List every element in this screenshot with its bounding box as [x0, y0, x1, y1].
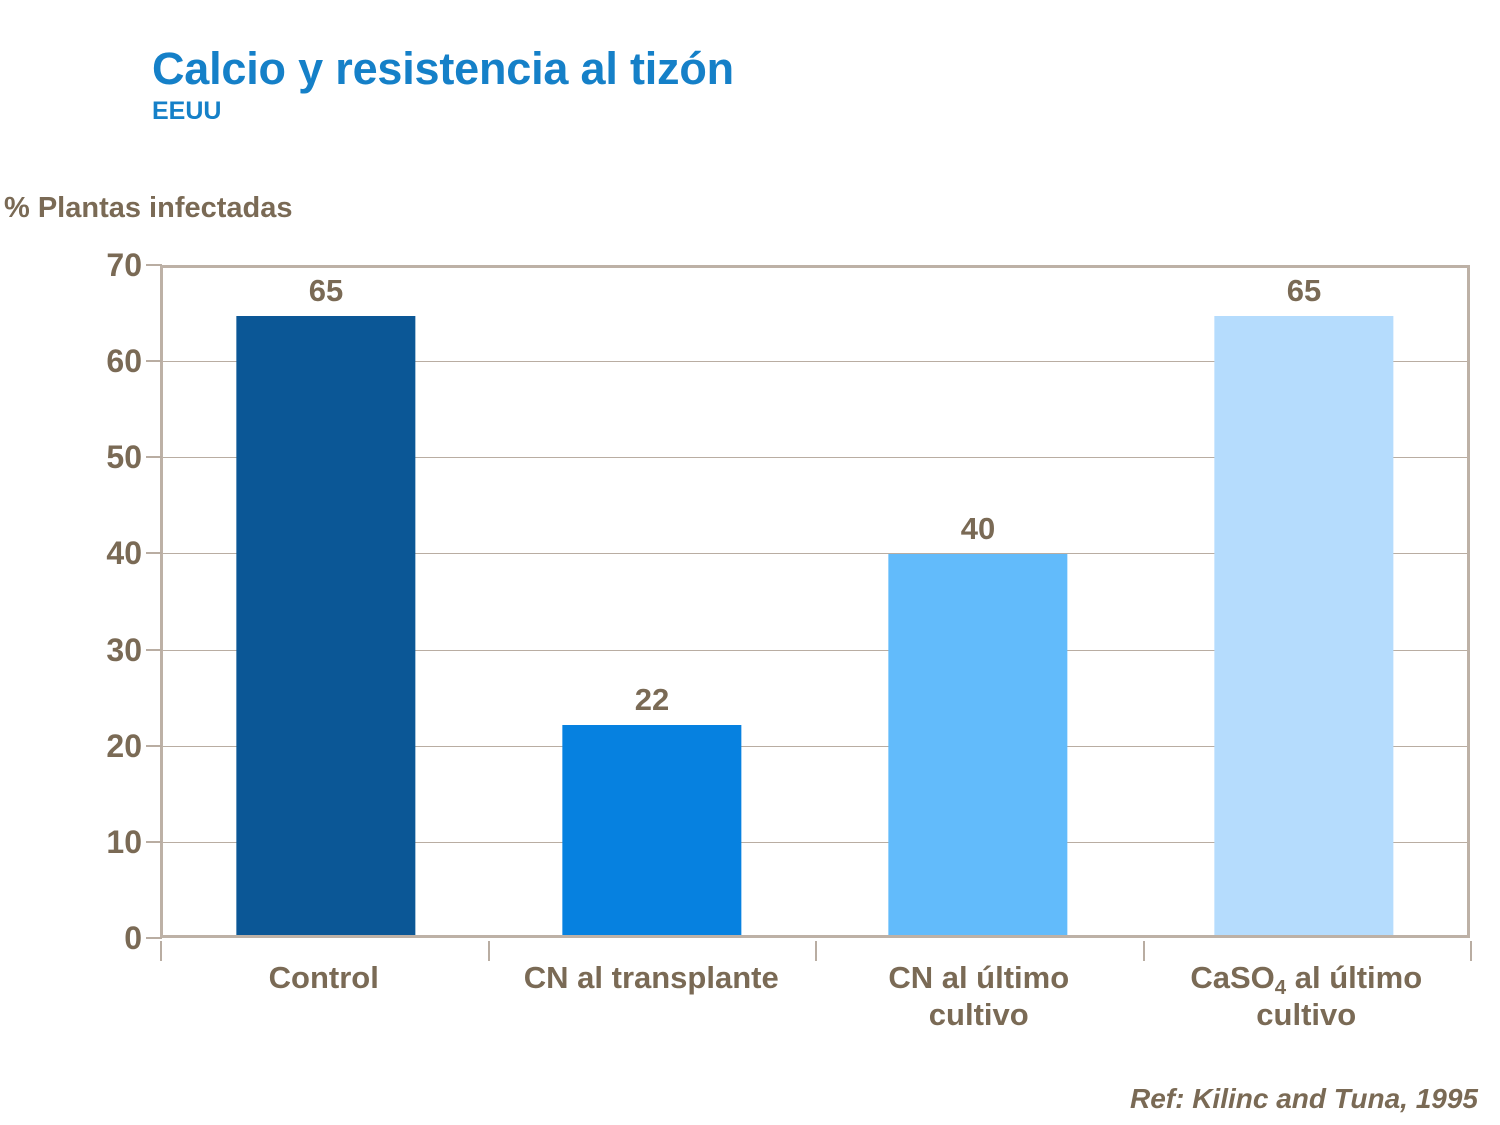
bar-value-label: 22	[634, 682, 670, 718]
bar-value-label: 40	[960, 510, 996, 546]
bar[interactable]	[236, 315, 416, 935]
category-axis-ticks	[160, 941, 1472, 961]
category-label: CN al último cultivo	[888, 960, 1070, 1032]
gridline	[163, 457, 1467, 459]
category-tick-mark	[1142, 941, 1145, 961]
gridline	[163, 745, 1467, 747]
bar-slot: 22	[489, 268, 815, 935]
y-axis-tick-mark	[146, 360, 162, 363]
bar-slot: 40	[815, 268, 1141, 935]
y-axis-tick-label: 30	[106, 631, 142, 668]
gridline	[163, 553, 1467, 555]
bar-value-label: 65	[308, 272, 344, 308]
y-axis-tick-mark	[146, 937, 162, 939]
title-block: Calcio y resistencia al tizón EEUU	[152, 46, 734, 124]
y-axis-tick-label: 0	[124, 920, 142, 956]
y-axis-tick-label: 40	[106, 535, 142, 572]
y-axis-tick-label: 50	[106, 439, 142, 476]
y-axis-tick-mark	[146, 744, 162, 747]
bar[interactable]	[888, 553, 1068, 935]
gridline	[163, 361, 1467, 363]
y-axis-tick-mark	[146, 264, 162, 266]
bar[interactable]	[562, 725, 742, 935]
page-title: Calcio y resistencia al tizón	[152, 43, 734, 94]
bar-slot: 65	[163, 268, 489, 935]
gridline	[163, 841, 1467, 843]
category-tick-mark	[1470, 941, 1472, 961]
bar-value-label: 65	[1286, 272, 1322, 308]
gridline	[163, 649, 1467, 651]
page-subtitle: EEUU	[152, 97, 222, 125]
y-axis-tick-mark	[146, 456, 162, 459]
y-axis-tick-label: 20	[106, 727, 142, 764]
category-tick-mark	[815, 941, 817, 961]
category-label: CaSO4 al último cultivo	[1190, 960, 1423, 1032]
y-axis-tick-label: 60	[106, 343, 142, 380]
bar-series: 65 22 40 65	[163, 268, 1467, 935]
category-tick-mark	[160, 941, 162, 961]
category-label: CN al transplante	[523, 960, 779, 995]
y-axis-tick-label: 70	[106, 247, 142, 283]
category-tick-mark	[487, 941, 490, 961]
reference-note: Ref: Kilinc and Tuna, 1995	[1129, 1083, 1478, 1114]
y-axis-title: % Plantas infectadas	[4, 192, 293, 224]
category-label: Control	[268, 960, 379, 995]
category-axis-labels: Control CN al transplante CN al último cult…	[160, 960, 1470, 1033]
bar-slot: 65	[1141, 268, 1467, 935]
y-axis-tick-mark	[146, 648, 162, 651]
bar[interactable]	[1214, 315, 1394, 935]
y-axis-tick-mark	[146, 552, 162, 555]
y-axis-tick-label: 10	[106, 823, 142, 860]
y-axis-tick-mark	[146, 840, 162, 843]
